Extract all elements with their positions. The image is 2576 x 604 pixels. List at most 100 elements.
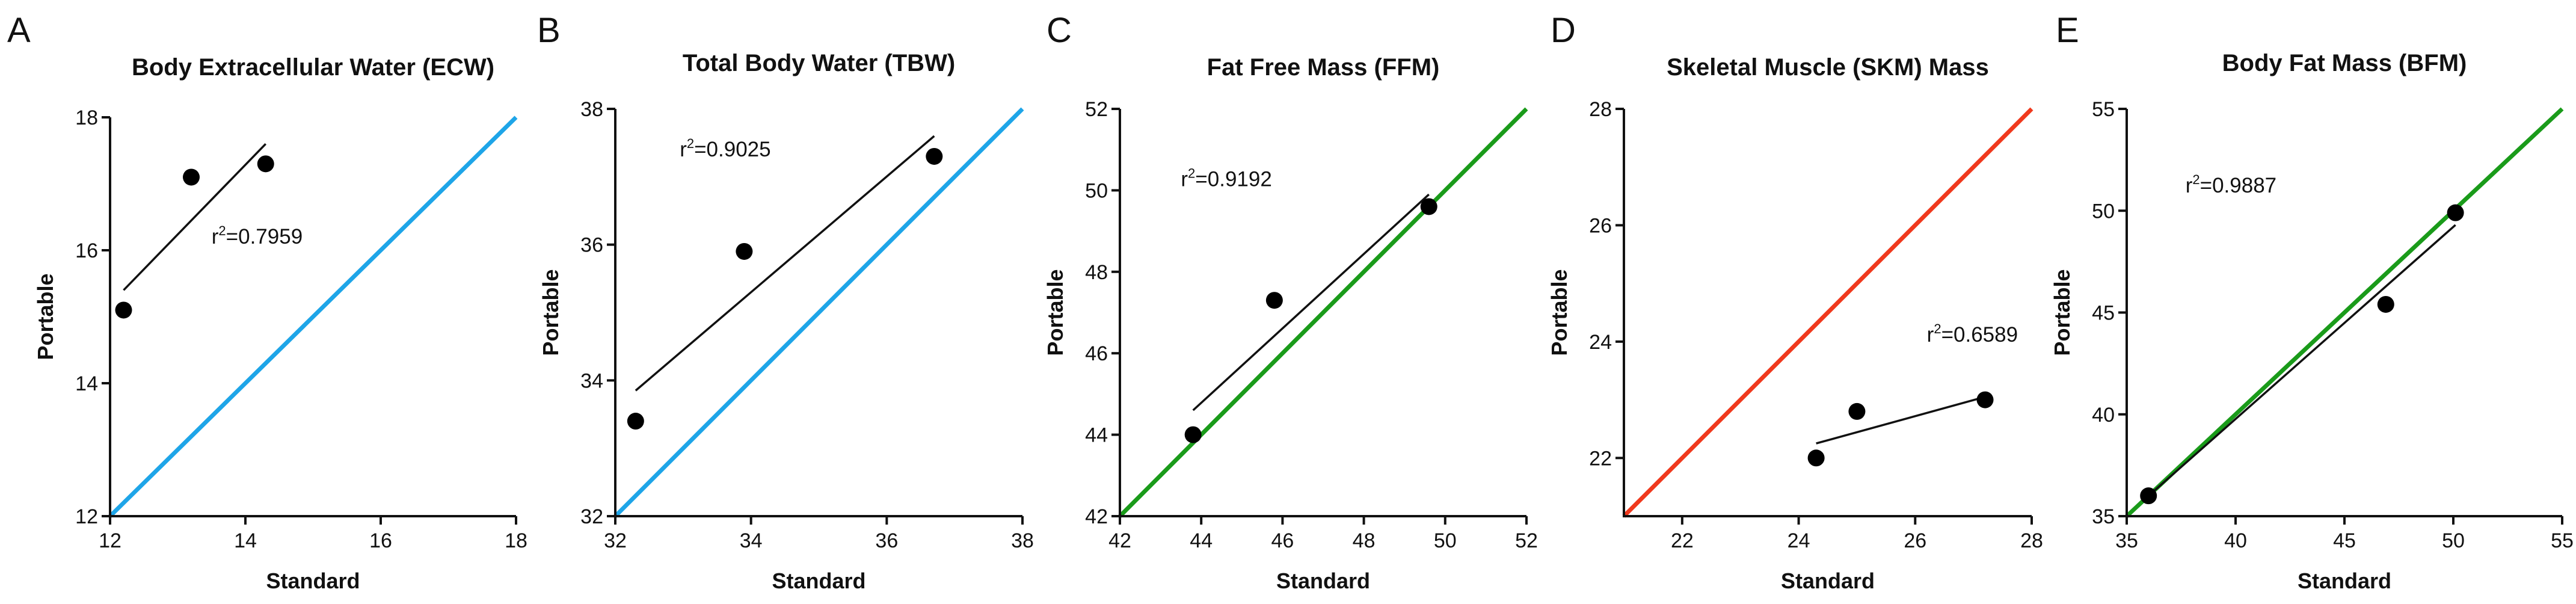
y-axis-label: Portable xyxy=(33,273,58,360)
data-point xyxy=(1265,292,1283,309)
y-tick-label: 18 xyxy=(75,106,98,129)
y-tick-label: 12 xyxy=(75,505,98,528)
y-tick-label: 50 xyxy=(1085,179,1108,202)
y-tick-label: 24 xyxy=(1589,331,1612,354)
panel-letter: E xyxy=(2056,11,2079,50)
x-tick-label: 26 xyxy=(1904,529,1926,552)
x-tick-label: 18 xyxy=(505,529,527,552)
y-tick-label: 48 xyxy=(1085,261,1108,284)
y-tick-label: 16 xyxy=(75,239,98,262)
r-squared-value: 0.9887 xyxy=(2212,174,2276,197)
regression-line xyxy=(1192,193,1430,411)
x-tick-label: 32 xyxy=(604,529,627,552)
x-tick-label: 12 xyxy=(99,529,121,552)
x-tick-label: 50 xyxy=(2442,529,2465,552)
data-point xyxy=(1848,402,1866,420)
x-tick-label: 52 xyxy=(1515,529,1538,552)
y-tick-label: 52 xyxy=(1085,98,1108,121)
identity-line xyxy=(1622,107,2033,518)
y-tick-label: 26 xyxy=(1589,214,1612,237)
r-squared-value: 0.7959 xyxy=(238,225,303,248)
identity-line xyxy=(613,107,1024,518)
data-point xyxy=(2377,295,2394,313)
chart-panel-e: E Body Fat Mass (BFM) 35 40 45 50 55 35 40 45 50 55… xyxy=(2050,11,2574,593)
r-squared-value: 0.6589 xyxy=(1954,323,2018,347)
data-point xyxy=(2447,204,2464,221)
panel-letter: B xyxy=(537,11,561,50)
data-point xyxy=(926,147,943,165)
x-axis-label: Standard xyxy=(266,569,360,593)
r-squared-label: r2=0.6589 xyxy=(1927,321,2018,347)
panel-letter: A xyxy=(7,11,31,50)
x-axis-label: Standard xyxy=(1781,569,1875,593)
data-point xyxy=(183,168,200,186)
chart-panel-d: D Skeletal Muscle (SKM) Mass 22 24 26 28 22 24 2… xyxy=(1547,11,2043,593)
chart-title: Total Body Water (TBW) xyxy=(683,50,955,76)
chart-panel-b: B Total Body Water (TBW) 32 34 36 38 32 34 36 38 S… xyxy=(537,11,1034,593)
y-tick-label: 45 xyxy=(2092,302,2115,325)
panel-letter: D xyxy=(1551,11,1576,50)
y-tick-label: 14 xyxy=(75,372,98,395)
x-tick-label: 46 xyxy=(1271,529,1294,552)
x-tick-label: 14 xyxy=(234,529,257,552)
data-point xyxy=(1807,449,1825,467)
y-axis-label: Portable xyxy=(2050,269,2074,356)
r-squared-value: 0.9025 xyxy=(707,138,771,161)
chart-title: Body Extracellular Water (ECW) xyxy=(132,54,494,81)
x-tick-label: 44 xyxy=(1190,529,1213,552)
y-tick-label: 55 xyxy=(2092,98,2115,121)
r-squared-value: 0.9192 xyxy=(1208,168,1272,191)
data-point xyxy=(257,155,274,173)
chart-panel-a: A Body Extracellular Water (ECW) 12 14 16 18 1… xyxy=(7,11,527,593)
r-squared-label: r2=0.7959 xyxy=(212,223,303,248)
x-axis-label: Standard xyxy=(2298,569,2391,593)
data-point xyxy=(1420,198,1437,215)
identity-line xyxy=(108,116,518,518)
x-tick-label: 40 xyxy=(2224,529,2247,552)
data-point xyxy=(627,413,644,430)
y-tick-label: 42 xyxy=(1085,505,1108,528)
data-point xyxy=(1976,391,1994,408)
y-tick-label: 38 xyxy=(580,98,603,121)
data-point xyxy=(115,301,132,319)
y-tick-label: 22 xyxy=(1589,447,1612,470)
data-point xyxy=(2140,487,2157,505)
data-point xyxy=(736,242,753,260)
chart-panel-c: C Fat Free Mass (FFM) 42 44 46 48 50 52 42 44 46 48… xyxy=(1043,11,1538,593)
identity-line xyxy=(2125,107,2564,518)
y-tick-label: 32 xyxy=(580,505,603,528)
y-tick-label: 46 xyxy=(1085,342,1108,365)
r-squared-label: r2=0.9887 xyxy=(2186,172,2276,197)
chart-title: Body Fat Mass (BFM) xyxy=(2222,50,2467,76)
x-tick-label: 45 xyxy=(2333,529,2356,552)
x-tick-label: 16 xyxy=(369,529,392,552)
data-point xyxy=(1184,426,1202,443)
x-tick-label: 24 xyxy=(1788,529,1810,552)
y-axis-label: Portable xyxy=(1547,269,1572,356)
x-axis-label: Standard xyxy=(1276,569,1370,593)
panel-letter: C xyxy=(1047,11,1072,50)
x-tick-label: 22 xyxy=(1671,529,1694,552)
x-tick-label: 36 xyxy=(875,529,898,552)
regression-line xyxy=(1816,396,1985,445)
y-tick-label: 35 xyxy=(2092,505,2115,528)
identity-line xyxy=(1118,107,1528,518)
x-tick-label: 38 xyxy=(1011,529,1034,552)
x-tick-label: 42 xyxy=(1108,529,1131,552)
regression-line xyxy=(123,143,267,291)
x-tick-label: 28 xyxy=(2020,529,2043,552)
y-tick-label: 28 xyxy=(1589,98,1612,121)
y-tick-label: 50 xyxy=(2092,200,2115,223)
x-tick-label: 50 xyxy=(1434,529,1457,552)
regression-line xyxy=(2148,224,2456,497)
y-tick-label: 44 xyxy=(1085,424,1108,447)
y-axis-label: Portable xyxy=(1043,269,1068,356)
x-tick-label: 34 xyxy=(740,529,763,552)
x-tick-label: 48 xyxy=(1353,529,1376,552)
r-squared-label: r2=0.9025 xyxy=(680,136,770,161)
x-axis-label: Standard xyxy=(772,569,865,593)
y-axis-label: Portable xyxy=(538,269,563,356)
regression-line xyxy=(635,135,935,392)
y-tick-label: 40 xyxy=(2092,404,2115,427)
